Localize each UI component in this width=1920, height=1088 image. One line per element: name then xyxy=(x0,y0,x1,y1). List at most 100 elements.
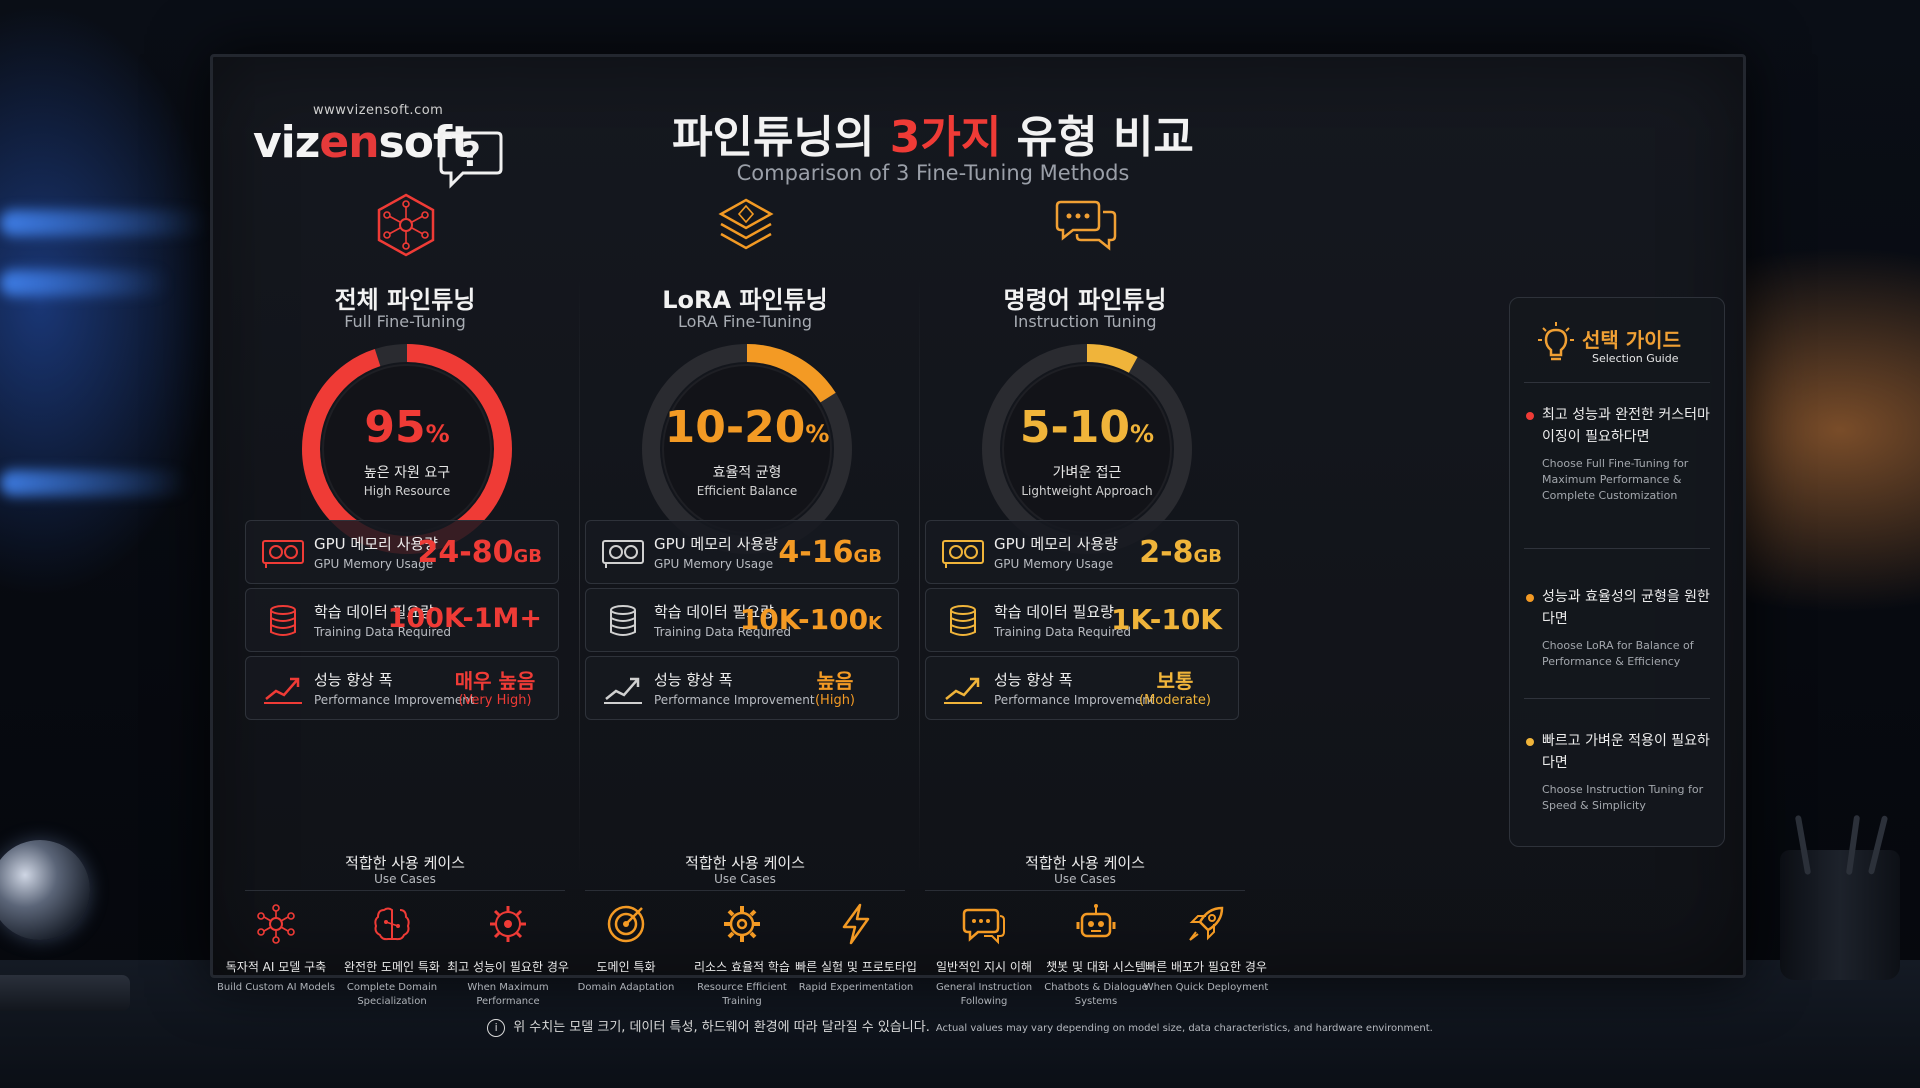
network-cube-icon xyxy=(377,193,435,257)
column-instruction-tuning: 명령어 파인튜닝 Instruction Tuning 5-10% 가벼운 접근… xyxy=(925,192,1268,1007)
metric-number: 10K-100 xyxy=(739,603,869,636)
gauge-label-en: Efficient Balance xyxy=(696,484,798,498)
page-title: 파인튜닝의 3가지 유형 비교 xyxy=(613,101,1253,165)
use-case-label-en: Chatbots & Dialogue Systems xyxy=(1044,982,1148,1007)
metric-value: 24-80GB xyxy=(418,535,542,570)
gauge-label-en: High Resource xyxy=(363,484,451,498)
brand-name-part: soft xyxy=(378,117,473,168)
metric-gpu-memory: GPU 메모리 사용량 GPU Memory Usage 2-8GB xyxy=(925,520,1239,584)
use-cases-title: 적합한 사용 케이스 xyxy=(345,854,465,872)
gpu-card-icon xyxy=(602,540,644,568)
use-case-label-en: When Maximum Performance xyxy=(467,982,549,1007)
gauge-ring xyxy=(642,344,852,554)
use-cases-title: 적합한 사용 케이스 xyxy=(685,854,805,872)
glass-ball xyxy=(0,840,90,940)
column-full-finetuning: 전체 파인튜닝 Full Fine-Tuning 95% 높은 자원 요구 Hi… xyxy=(217,192,569,1007)
use-case-label-en: General Instruction Following xyxy=(935,982,1033,1007)
gauge-label-ko: 높은 자원 요구 xyxy=(363,465,451,481)
metric-label-en: Training Data Required xyxy=(654,625,792,639)
metric-value: 2-8GB xyxy=(1139,535,1222,570)
brand-name-part: viz xyxy=(253,117,320,168)
gauge-unit: % xyxy=(805,420,830,448)
database-icon xyxy=(610,605,636,636)
use-case-label-ko: 빠른 배포가 필요한 경우 xyxy=(1145,960,1267,974)
metric-performance: 성능 향상 폭 Performance Improvement 매우 높음 (V… xyxy=(245,656,559,720)
growth-chart-icon xyxy=(264,677,302,704)
use-case-label-ko: 도메인 특화 xyxy=(596,960,656,974)
metric-training-data: 학습 데이터 필요량 Training Data Required 10K-10… xyxy=(585,588,899,652)
gauge-number: 95 xyxy=(364,402,426,453)
metric-label-en: Training Data Required xyxy=(994,625,1132,639)
footnote-en: Actual values may vary depending on mode… xyxy=(935,1023,1433,1034)
divider xyxy=(1524,548,1710,549)
guide-item-full: 최고 성능과 완전한 커스터마이징이 필요하다면 Choose Full Fin… xyxy=(1526,404,1716,504)
brand-name-accent: en xyxy=(319,117,379,168)
gauge-label-ko: 가벼운 접근 xyxy=(1052,465,1122,481)
use-case-label-ko: 빠른 실험 및 프로토타입 xyxy=(795,960,917,974)
metric-number: 2-8 xyxy=(1139,535,1194,570)
metric-rating-en: (Moderate) xyxy=(1139,693,1211,708)
svg-text:?: ? xyxy=(461,135,481,175)
brand-name: vizensoft xyxy=(253,117,473,168)
metric-value: 10K-100K xyxy=(740,603,882,636)
guide-item-instruction: 빠르고 가벼운 적용이 필요하다면 Choose Instruction Tun… xyxy=(1526,730,1716,814)
title-accent: 3가지 xyxy=(889,112,1002,163)
guide-item-lora: 성능과 효율성의 균형을 원한다면 Choose LoRA for Balanc… xyxy=(1526,586,1716,670)
growth-chart-icon xyxy=(604,677,642,704)
use-cases-title: 적합한 사용 케이스 xyxy=(1025,854,1145,872)
column-subtitle: LoRA Fine-Tuning xyxy=(677,312,813,331)
infographic-screen: wwwvizensoft.com vizensoft ? 파인튜닝의 3가지 유… xyxy=(213,57,1743,1007)
resource-gauge: 5-10% 가벼운 접근 Lightweight Approach xyxy=(980,342,1194,556)
divider xyxy=(1524,698,1710,699)
metric-performance: 성능 향상 폭 Performance Improvement 보통 (Mode… xyxy=(925,656,1239,720)
guide-header: 선택 가이드 Selection Guide xyxy=(1510,318,1724,368)
footnote-ko: 위 수치는 모델 크기, 데이터 특성, 하드웨어 환경에 따라 달라질 수 있… xyxy=(513,1020,930,1035)
column-divider xyxy=(579,277,580,877)
column-divider xyxy=(919,277,920,877)
metric-rating-en: (Very High) xyxy=(458,693,532,708)
use-cases-subtitle: Use Cases xyxy=(1054,872,1116,886)
metric-value: 100K-1M+ xyxy=(388,603,542,634)
brand-url: wwwvizensoft.com xyxy=(313,103,444,118)
gauge-value: 10-20% xyxy=(640,402,854,453)
column-title: 전체 파인튜닝 xyxy=(334,286,476,314)
divider xyxy=(585,890,905,891)
use-case-label-ko: 완전한 도메인 특화 xyxy=(344,960,440,974)
use-case-item: 최고 성능이 필요한 경우 When Maximum Performance xyxy=(443,902,573,1009)
metric-rating: 높음 xyxy=(816,669,854,693)
metric-label-ko: 성능 향상 폭 xyxy=(654,671,733,689)
divider xyxy=(1524,382,1710,383)
gauge-number: 5-10 xyxy=(1019,402,1131,453)
chat-bubbles-icon xyxy=(1055,200,1117,251)
title-text: 유형 비교 xyxy=(1001,112,1194,163)
metric-unit: GB xyxy=(1193,546,1223,567)
pen-cup xyxy=(1780,850,1900,980)
use-case-label-en: Rapid Experimentation xyxy=(798,982,914,993)
column-lora-finetuning: LoRA 파인튜닝 LoRA Fine-Tuning 10-20% 효율적 균형… xyxy=(578,192,917,1007)
metric-unit: GB xyxy=(513,546,543,567)
chat-icon xyxy=(962,908,1005,945)
column-subtitle: Full Fine-Tuning xyxy=(344,312,466,331)
use-case-label-en: Complete Domain Specialization xyxy=(346,982,438,1007)
metric-label-ko: 성능 향상 폭 xyxy=(994,671,1073,689)
glass-ball-stand xyxy=(0,975,130,1011)
metric-label-ko: 학습 데이터 필요량 xyxy=(654,603,774,621)
use-case-label-en: When Quick Deployment xyxy=(1143,982,1269,993)
target-icon xyxy=(607,905,645,943)
resource-gauge: 10-20% 효율적 균형 Efficient Balance xyxy=(640,342,854,556)
metric-label-en: Performance Improvement xyxy=(994,693,1155,707)
gear-brain-icon xyxy=(490,906,526,942)
database-icon xyxy=(270,605,296,636)
use-case-item: 챗봇 및 대화 시스템 Chatbots & Dialogue Systems xyxy=(1031,902,1161,1009)
brand-logo: wwwvizensoft.com vizensoft ? xyxy=(253,93,533,189)
page-subtitle: Comparison of 3 Fine-Tuning Methods xyxy=(736,161,1130,185)
column-subtitle: Instruction Tuning xyxy=(1013,312,1157,331)
use-case-item: 리소스 효율적 학습 Resource Efficient Training xyxy=(677,902,807,1009)
gauge-label-en: Lightweight Approach xyxy=(1021,484,1153,498)
metric-label-en: Performance Improvement xyxy=(654,693,815,707)
metric-gpu-memory: GPU 메모리 사용량 GPU Memory Usage 4-16GB xyxy=(585,520,899,584)
column-title: 명령어 파인튜닝 xyxy=(1003,286,1167,314)
rocket-icon xyxy=(1189,906,1224,941)
gauge-unit: % xyxy=(425,420,450,448)
metric-label-ko: 학습 데이터 필요량 xyxy=(314,603,434,621)
